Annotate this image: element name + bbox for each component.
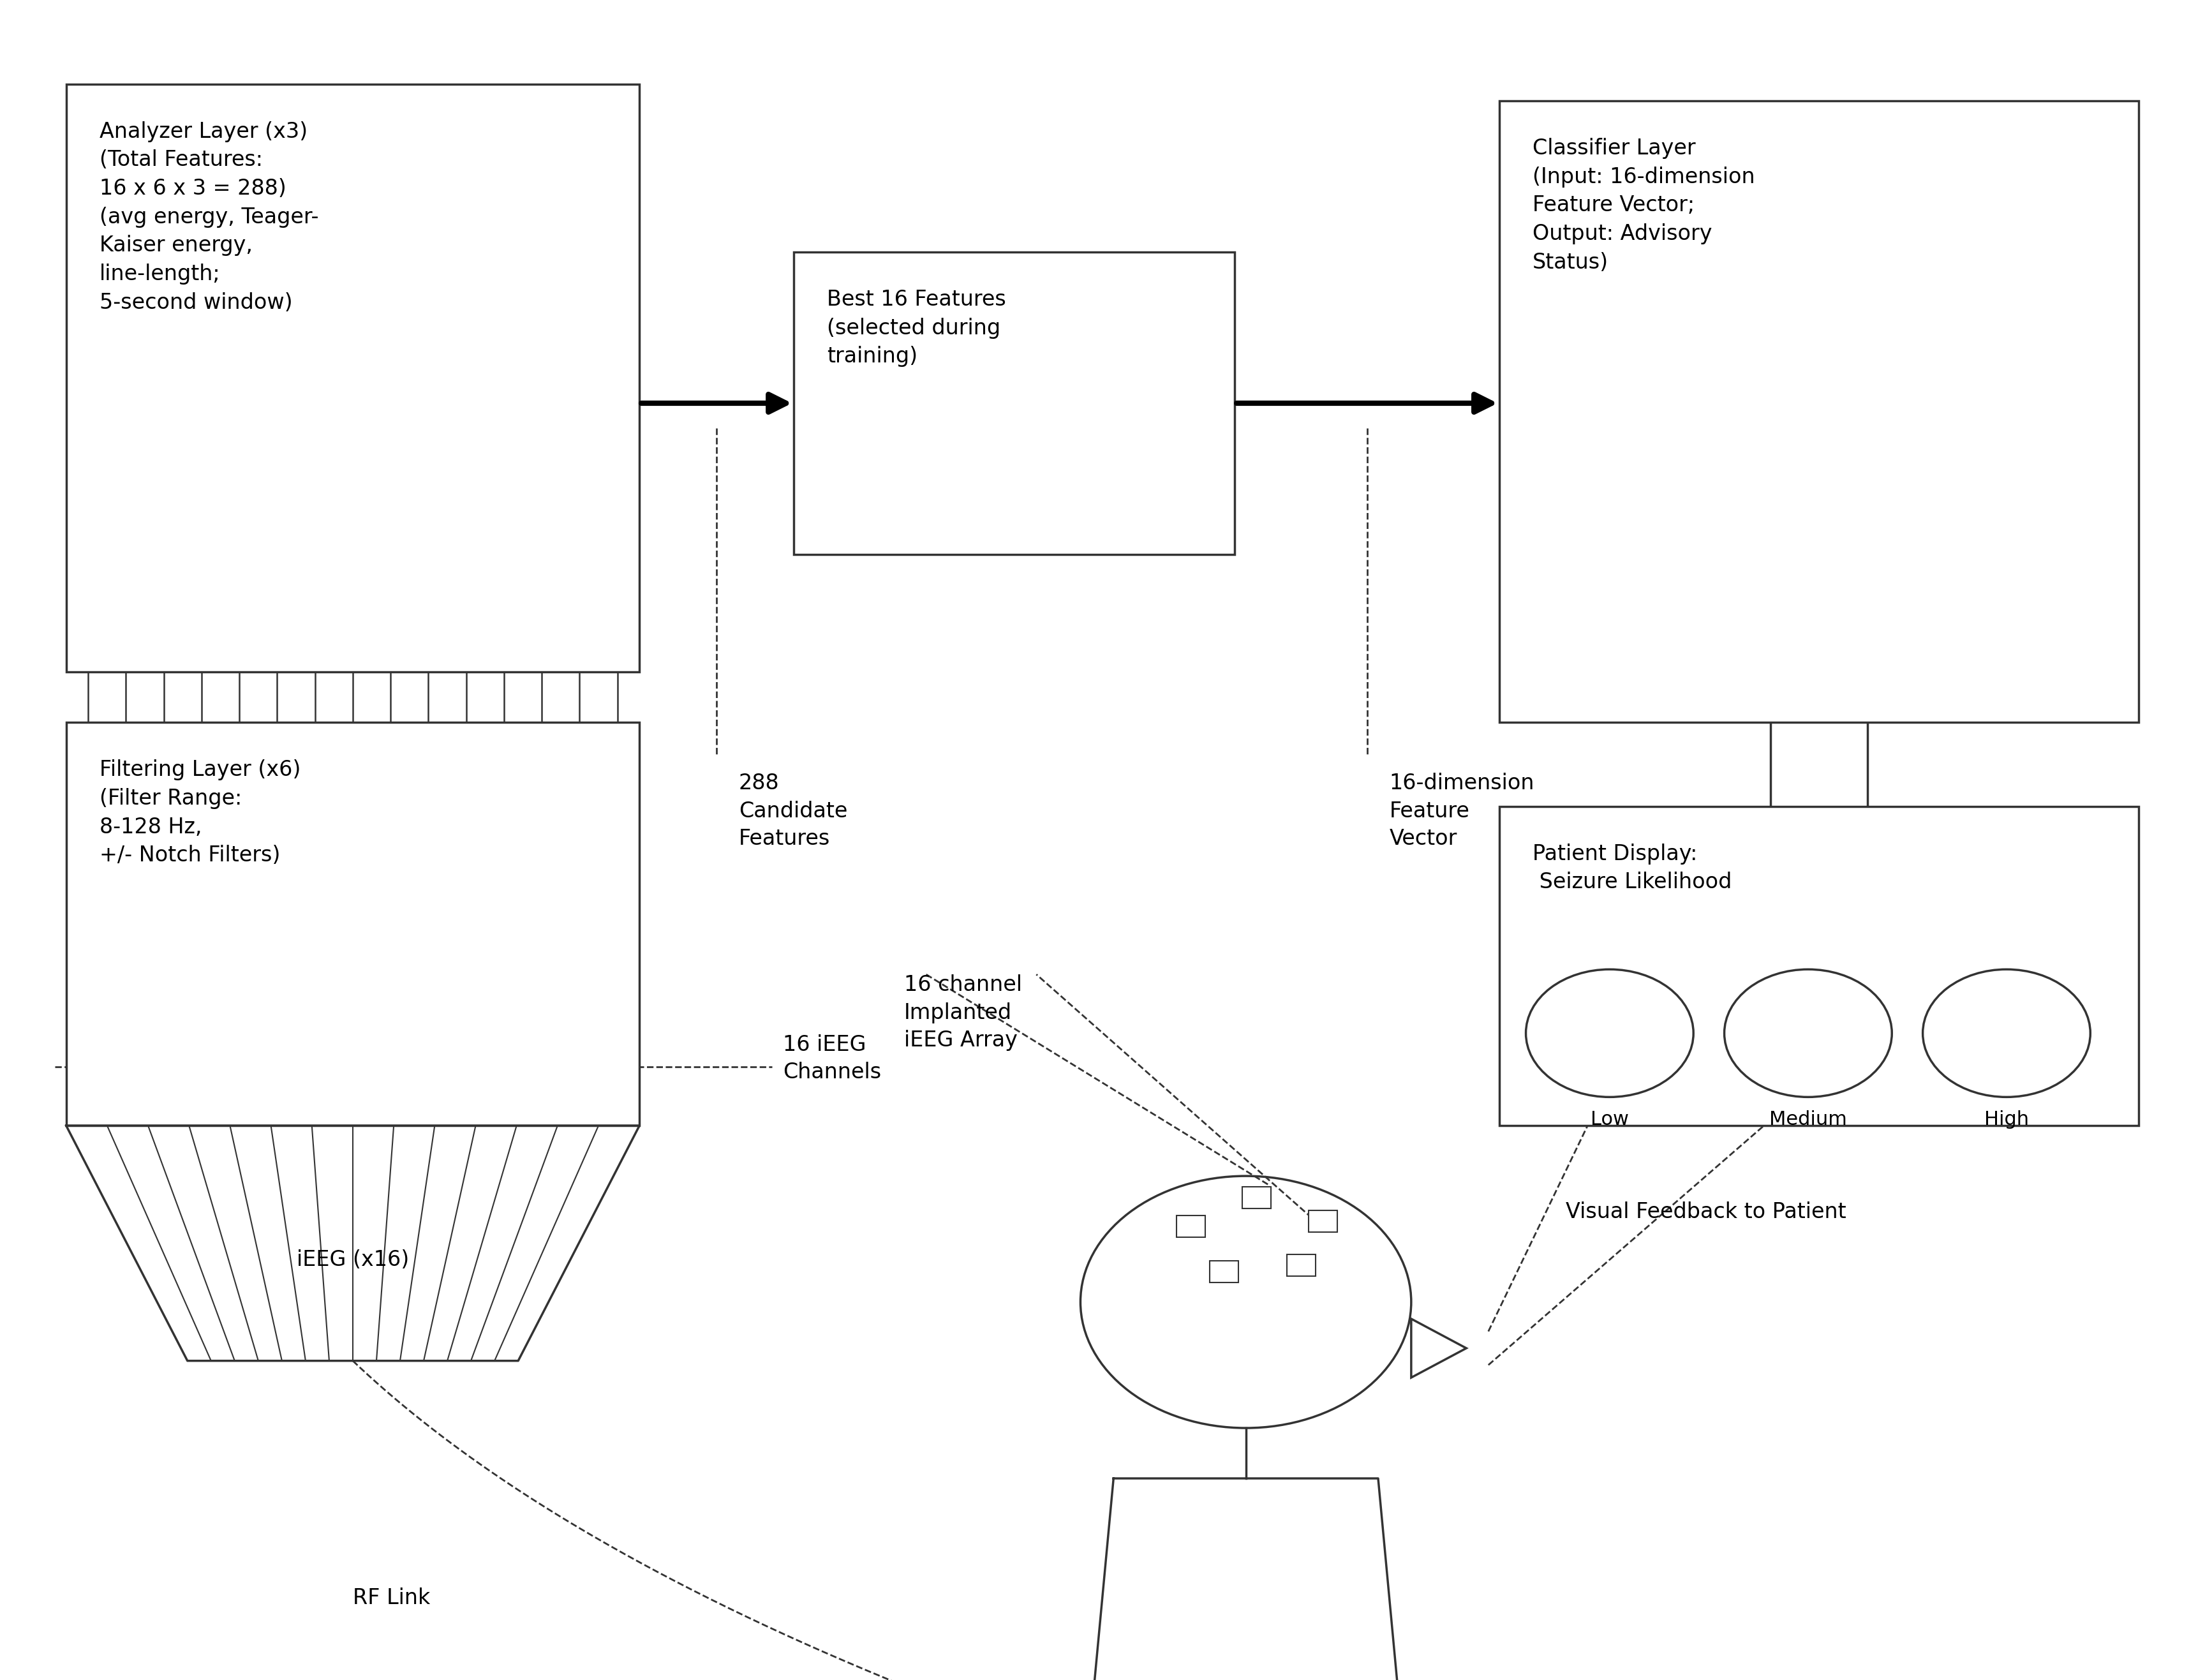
FancyBboxPatch shape bbox=[1208, 1260, 1239, 1284]
Text: Filtering Layer (x6)
(Filter Range:
8-128 Hz,
+/- Notch Filters): Filtering Layer (x6) (Filter Range: 8-12… bbox=[99, 759, 300, 865]
FancyBboxPatch shape bbox=[1499, 101, 2139, 722]
Text: Visual Feedback to Patient: Visual Feedback to Patient bbox=[1566, 1201, 1846, 1223]
FancyBboxPatch shape bbox=[1177, 1216, 1204, 1236]
Text: Analyzer Layer (x3)
(Total Features:
16 x 6 x 3 = 288)
(avg energy, Teager-
Kais: Analyzer Layer (x3) (Total Features: 16 … bbox=[99, 121, 318, 312]
FancyBboxPatch shape bbox=[1308, 1210, 1336, 1233]
FancyBboxPatch shape bbox=[66, 722, 639, 1126]
Text: 16-dimension
Feature
Vector: 16-dimension Feature Vector bbox=[1389, 773, 1535, 848]
Text: Classifier Layer
(Input: 16-dimension
Feature Vector;
Output: Advisory
Status): Classifier Layer (Input: 16-dimension Fe… bbox=[1532, 138, 1755, 272]
FancyBboxPatch shape bbox=[1288, 1253, 1314, 1277]
Text: High: High bbox=[1985, 1110, 2029, 1129]
Text: Medium: Medium bbox=[1768, 1110, 1848, 1129]
Text: 16 iEEG
Channels: 16 iEEG Channels bbox=[783, 1033, 882, 1084]
FancyBboxPatch shape bbox=[66, 84, 639, 672]
Text: Low: Low bbox=[1590, 1110, 1629, 1129]
FancyBboxPatch shape bbox=[794, 252, 1235, 554]
Text: RF Link: RF Link bbox=[353, 1588, 430, 1609]
FancyBboxPatch shape bbox=[1499, 806, 2139, 1126]
Text: Patient Display:
 Seizure Likelihood: Patient Display: Seizure Likelihood bbox=[1532, 843, 1731, 894]
Text: iEEG (x16): iEEG (x16) bbox=[298, 1250, 408, 1270]
Text: 16 channel
Implanted
iEEG Array: 16 channel Implanted iEEG Array bbox=[904, 974, 1023, 1050]
Text: 288
Candidate
Features: 288 Candidate Features bbox=[739, 773, 847, 848]
Text: Best 16 Features
(selected during
training): Best 16 Features (selected during traini… bbox=[827, 289, 1005, 366]
FancyBboxPatch shape bbox=[1241, 1186, 1270, 1210]
